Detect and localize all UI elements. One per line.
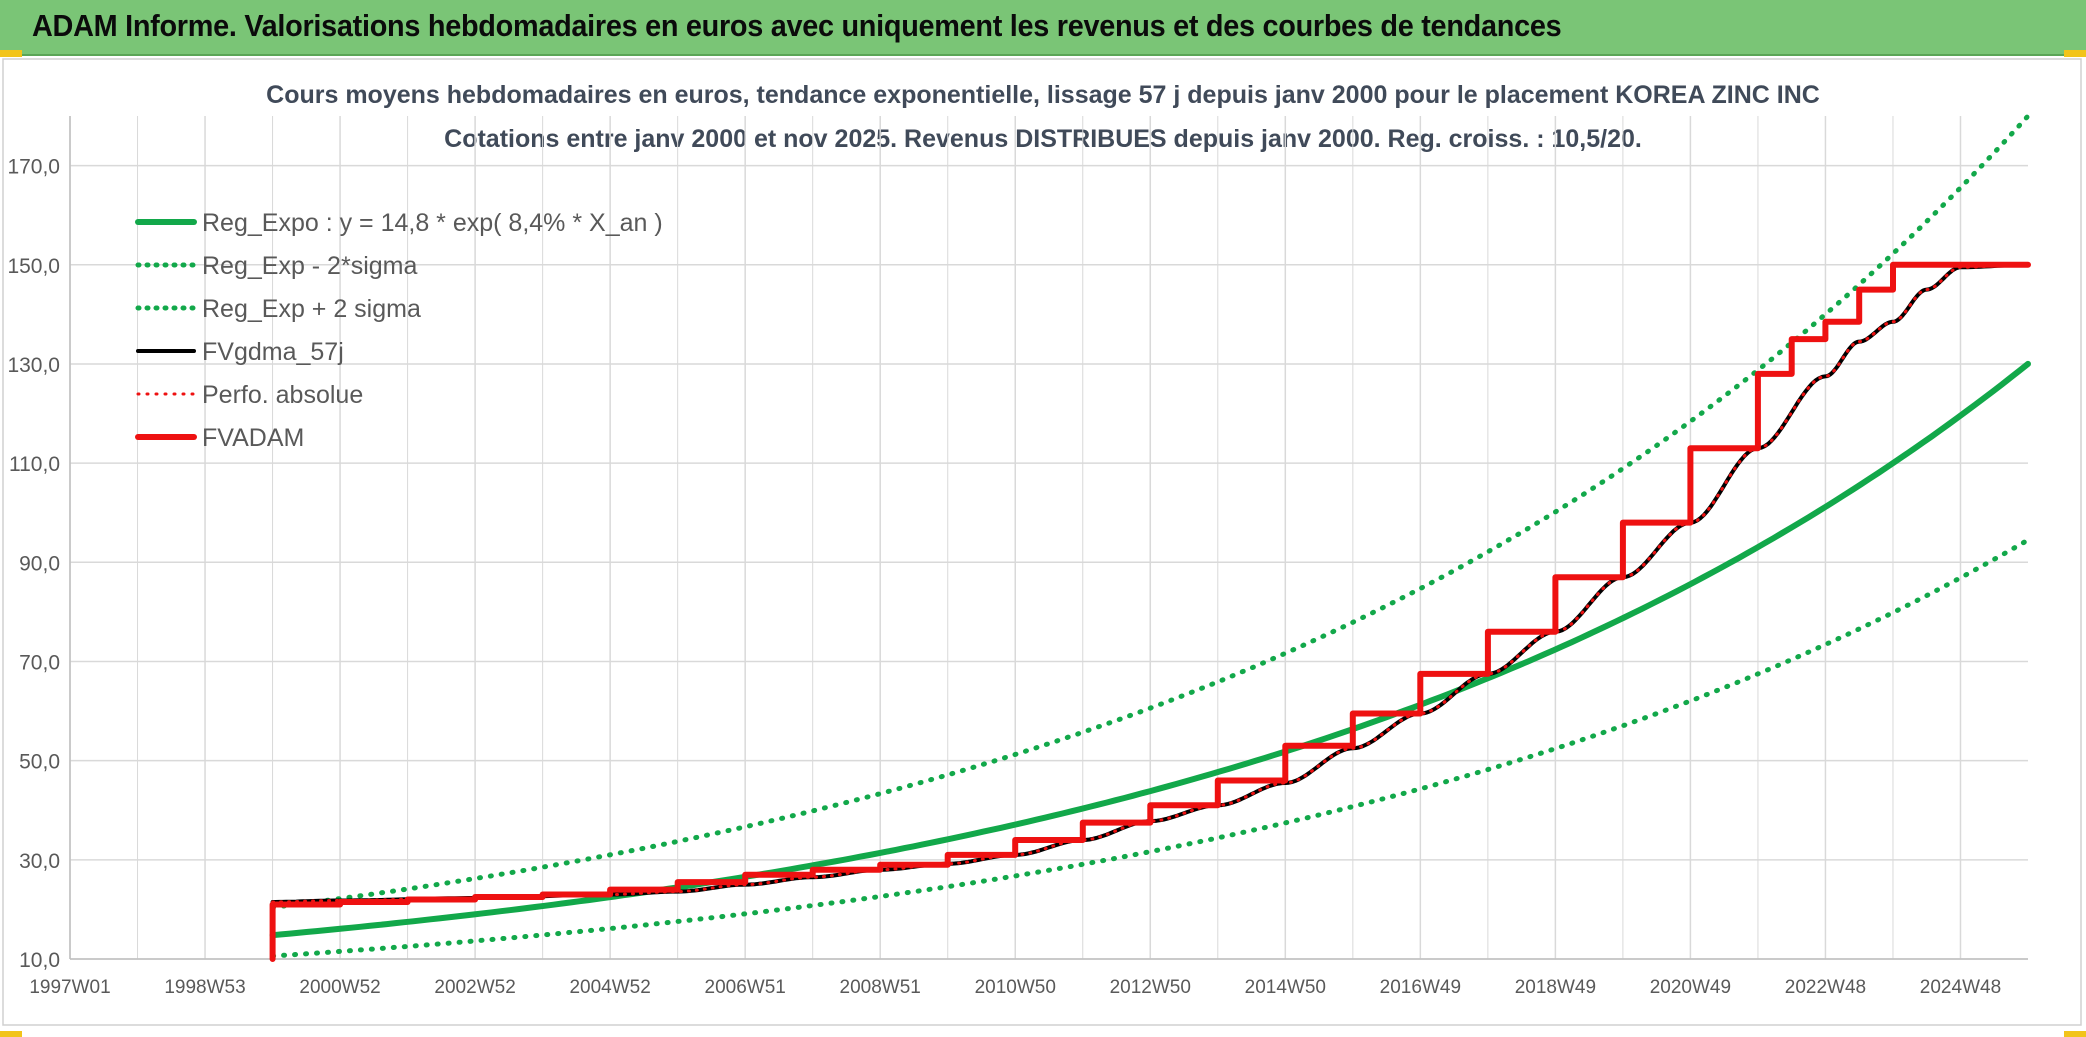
legend-label: Reg_Expo : y = 14,8 * exp( 8,4% * X_an ) bbox=[202, 209, 663, 237]
series-line-6 bbox=[269, 261, 2031, 962]
x-tick-label: 1998W53 bbox=[164, 977, 245, 998]
x-tick-label: 2024W48 bbox=[1920, 977, 2001, 998]
legend-label: Perfo. absolue bbox=[202, 381, 363, 409]
x-tick-label: 2000W52 bbox=[299, 977, 380, 998]
corner-accent-left bbox=[0, 50, 22, 57]
x-tick-label: 2010W50 bbox=[975, 977, 1056, 998]
y-tick-label: 110,0 bbox=[9, 453, 60, 476]
bottom-accent-left bbox=[0, 1031, 22, 1037]
legend-label: Reg_Exp - 2*sigma bbox=[202, 252, 417, 280]
y-tick-label: 50,0 bbox=[19, 751, 60, 774]
x-tick-label: 2002W52 bbox=[434, 977, 515, 998]
y-tick-label: 150,0 bbox=[7, 255, 60, 278]
x-tick-label: 2008W51 bbox=[840, 977, 921, 998]
chart-subtitle: Cotations entre janv 2000 et nov 2025. R… bbox=[444, 125, 1642, 153]
chart-title: Cours moyens hebdomadaires en euros, ten… bbox=[266, 81, 1820, 109]
series-line-1 bbox=[269, 360, 2031, 939]
y-tick-label: 170,0 bbox=[7, 156, 60, 179]
chart: Cours moyens hebdomadaires en euros, ten… bbox=[2, 58, 2082, 1026]
legend-label: Reg_Exp + 2 sigma bbox=[202, 295, 421, 323]
report-banner: ADAM Informe. Valorisations hebdomadaire… bbox=[0, 0, 2086, 56]
corner-accent-right bbox=[2064, 50, 2086, 57]
report-title: ADAM Informe. Valorisations hebdomadaire… bbox=[32, 8, 1562, 43]
series-line-2 bbox=[270, 537, 2031, 959]
series-line-3 bbox=[270, 113, 2031, 910]
y-tick-label: 10,0 bbox=[19, 949, 60, 972]
series-layer bbox=[269, 113, 2031, 962]
legend-label: FVgdma_57j bbox=[202, 338, 344, 366]
x-tick-label: 2012W50 bbox=[1110, 977, 1191, 998]
chart-area-border bbox=[2, 58, 2082, 1026]
legend: Reg_Expo : y = 14,8 * exp( 8,4% * X_an )… bbox=[135, 209, 663, 452]
x-tick-label: 1997W01 bbox=[29, 977, 110, 998]
bottom-accent-right bbox=[2064, 1031, 2086, 1037]
axes: 10,0 30,0 50,0 70,0 90,0 110,0 130,0 150,0 170,0… bbox=[7, 116, 2028, 998]
x-tick-label: 2014W50 bbox=[1245, 977, 1326, 998]
series-line-5 bbox=[271, 263, 2030, 904]
y-tick-label: 30,0 bbox=[19, 850, 60, 873]
y-tick-label: 130,0 bbox=[7, 354, 60, 377]
x-tick-label: 2016W49 bbox=[1380, 977, 1461, 998]
x-tick-label: 2020W49 bbox=[1650, 977, 1731, 998]
x-tick-label: 2004W52 bbox=[569, 977, 650, 998]
x-tick-label: 2006W51 bbox=[705, 977, 786, 998]
y-tick-label: 90,0 bbox=[19, 552, 60, 575]
y-tick-label: 70,0 bbox=[19, 651, 60, 674]
legend-label: FVADAM bbox=[202, 424, 304, 452]
x-tick-label: 2018W49 bbox=[1515, 977, 1596, 998]
x-tick-label: 2022W48 bbox=[1785, 977, 1866, 998]
